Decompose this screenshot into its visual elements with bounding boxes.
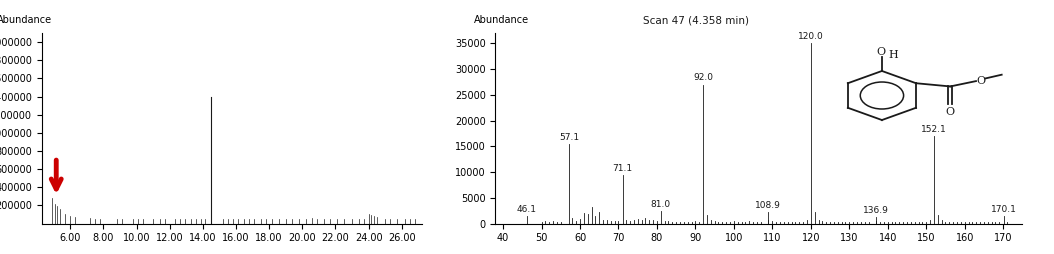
Text: 81.0: 81.0: [650, 200, 670, 209]
Text: Abundance: Abundance: [0, 15, 52, 25]
Text: 120.0: 120.0: [798, 32, 823, 41]
Text: Scan 47 (4.358 min): Scan 47 (4.358 min): [643, 15, 748, 25]
Text: 57.1: 57.1: [559, 133, 579, 142]
Text: 152.1: 152.1: [921, 125, 948, 134]
Text: Abundance: Abundance: [474, 15, 529, 25]
Text: 92.0: 92.0: [694, 73, 714, 83]
Text: 136.9: 136.9: [863, 206, 889, 215]
Text: 170.1: 170.1: [991, 205, 1016, 214]
Text: 108.9: 108.9: [755, 201, 781, 210]
Text: 71.1: 71.1: [612, 164, 632, 172]
Text: 46.1: 46.1: [516, 205, 536, 214]
